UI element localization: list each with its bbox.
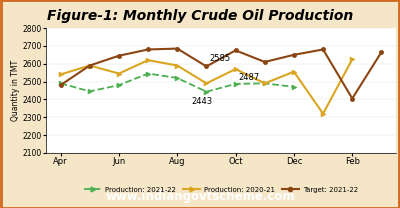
Text: Figure-1: Monthly Crude Oil Production: Figure-1: Monthly Crude Oil Production bbox=[47, 9, 353, 23]
Y-axis label: Quantity in TMT: Quantity in TMT bbox=[11, 60, 20, 121]
Text: www.indiangovtscheme.com: www.indiangovtscheme.com bbox=[105, 189, 295, 203]
Text: 2443: 2443 bbox=[192, 97, 213, 106]
Legend: Production: 2021-22, Production: 2020-21, Target: 2021-22: Production: 2021-22, Production: 2020-21… bbox=[82, 184, 360, 195]
Text: 2487: 2487 bbox=[238, 73, 260, 82]
Text: 2585: 2585 bbox=[209, 54, 230, 63]
